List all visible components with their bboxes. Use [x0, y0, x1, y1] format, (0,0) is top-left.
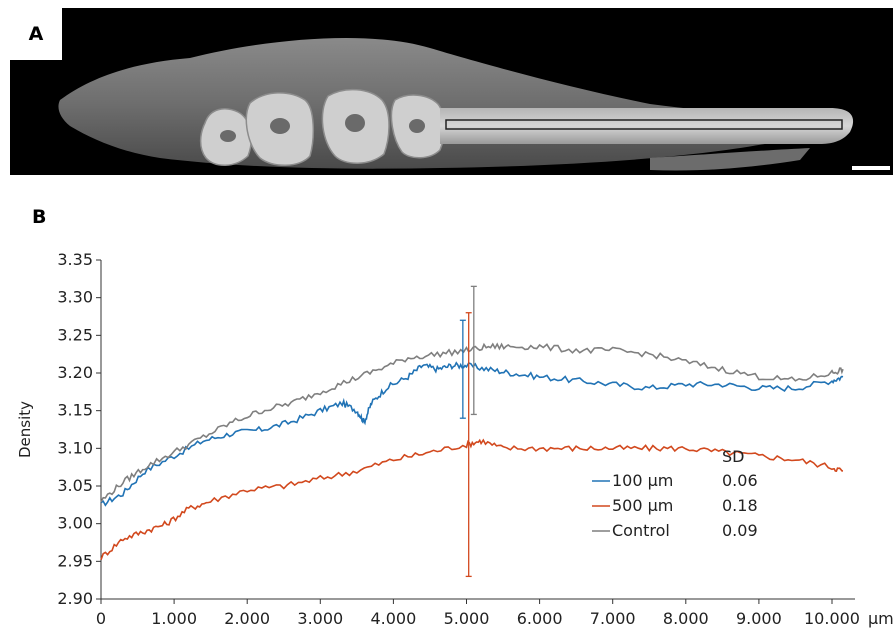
jaw-bone-shape: [58, 37, 846, 169]
chart-axes: [96, 259, 855, 604]
x-tick-label: 2.000: [224, 609, 270, 628]
series-lines: [100, 342, 844, 561]
x-tick-label: 5.000: [444, 609, 490, 628]
series-line: [100, 342, 844, 503]
molar-details: [220, 114, 425, 142]
y-tick-labels: 2.90 2.95 3.00 3.05 3.10 3.15 3.20 3.25 3.30 3.35: [57, 250, 93, 608]
y-tick-label: 2.90: [57, 589, 93, 608]
x-tick-label: 8.000: [663, 609, 709, 628]
x-tick-label: 7.000: [590, 609, 636, 628]
density-chart: 2.90 2.95 3.00 3.05 3.10 3.15 3.20 3.25 3.30 3.35…: [16, 250, 893, 628]
x-tick-label: 4.000: [370, 609, 416, 628]
y-tick-label: 3.10: [57, 438, 93, 457]
x-tick-label: 1.000: [151, 609, 197, 628]
x-tick-label: 3.000: [297, 609, 343, 628]
incisor-tooth: [440, 108, 854, 144]
legend-sd-value: 0.06: [722, 471, 758, 490]
y-tick-label: 3.15: [57, 401, 93, 420]
x-axis-label: μm: [868, 609, 893, 628]
x-tick-label: 9.000: [736, 609, 782, 628]
y-tick-label: 3.30: [57, 288, 93, 307]
legend: SD 100 μm 0.06 500 μm 0.18 Control 0.09: [592, 447, 758, 540]
panel-a-ct-image: [10, 8, 893, 175]
y-tick-label: 3.05: [57, 476, 93, 495]
x-tick-labels: 0 1.000 2.000 3.000 4.000 5.000 6.000 7.000 8.00…: [96, 609, 860, 628]
series-line: [100, 438, 844, 561]
y-axis-label: Density: [16, 401, 34, 458]
x-tick-label: 0: [96, 609, 106, 628]
y-tick-label: 3.25: [57, 325, 93, 344]
panel-a-label: A: [10, 8, 62, 60]
lower-jaw-edge: [650, 148, 810, 171]
y-tick-label: 2.95: [57, 551, 93, 570]
x-tick-label: 10.000: [804, 609, 860, 628]
legend-sd-value: 0.09: [722, 521, 758, 540]
legend-series-name: 100 μm: [612, 471, 673, 490]
ct-scan-drawing: [58, 37, 890, 171]
legend-sd-value: 0.18: [722, 496, 758, 515]
measurement-region-box: [445, 119, 843, 130]
legend-series-name: 500 μm: [612, 496, 673, 515]
y-tick-label: 3.20: [57, 363, 93, 382]
y-tick-label: 3.00: [57, 514, 93, 533]
x-tick-label: 6.000: [517, 609, 563, 628]
y-tick-label: 3.35: [57, 250, 93, 269]
legend-header: SD: [722, 447, 744, 466]
legend-series-name: Control: [612, 521, 670, 540]
scale-bar: [852, 166, 890, 170]
series-line: [100, 361, 844, 507]
error-bars: [459, 285, 477, 578]
panel-b-label: B: [32, 206, 47, 228]
